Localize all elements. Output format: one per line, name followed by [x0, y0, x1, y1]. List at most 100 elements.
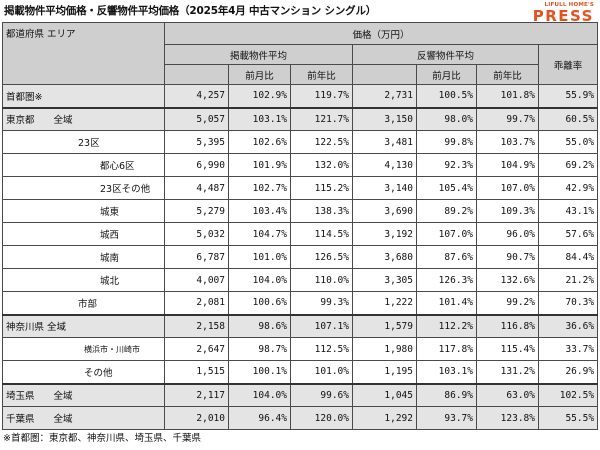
response-yoy: 132.6%: [476, 268, 539, 292]
divergence: 36.6%: [537, 313, 599, 338]
price-table: 都道府県 エリア 価格（万円） 掲載物件平均 反響物件平均 乖離率 前月比 前年…: [2, 22, 599, 430]
response-price: 1,292: [352, 406, 417, 430]
row-area: 横浜市・川崎市: [84, 344, 140, 354]
table-row: 神奈川県 全域 2,158 98.6% 107.1% 1,579 112.2% …: [2, 313, 599, 338]
response-mom: 112.2%: [416, 313, 477, 338]
listed-yoy: 112.5%: [290, 337, 353, 361]
response-mom: 103.1%: [416, 360, 477, 384]
listed-price: 4,487: [164, 176, 229, 200]
table-row: 城南 6,787 101.0% 126.5% 3,680 87.6% 90.7%…: [2, 245, 599, 269]
table-row: 千葉県 全域 2,010 96.4% 120.0% 1,292 93.7% 12…: [2, 406, 599, 430]
response-yoy: 123.8%: [476, 406, 539, 430]
response-yoy: 116.8%: [476, 313, 539, 338]
listed-yoy: 120.0%: [290, 406, 353, 430]
table-row: 城東 5,279 103.4% 138.3% 3,690 89.2% 109.3…: [2, 199, 599, 223]
header-response-yoy: 前年比: [476, 64, 539, 85]
divergence: 84.4%: [537, 245, 599, 269]
divergence: 69.2%: [537, 153, 599, 177]
table-row: 23区その他 4,487 102.7% 115.2% 3,140 105.4% …: [2, 176, 599, 200]
listed-price: 2,158: [164, 313, 229, 338]
header-price: 価格（万円）: [163, 22, 599, 45]
listed-mom: 104.0%: [228, 268, 291, 292]
listed-price: 1,515: [164, 360, 229, 384]
header-response-mom: 前月比: [416, 64, 477, 85]
response-yoy: 107.0%: [476, 176, 539, 200]
response-yoy: 104.9%: [476, 153, 539, 177]
listed-yoy: 99.3%: [290, 291, 353, 315]
response-mom: 117.8%: [416, 337, 477, 361]
row-area: 城北: [100, 276, 120, 287]
response-mom: 99.8%: [416, 130, 477, 154]
response-mom: 93.7%: [416, 406, 477, 430]
row-area: 都心6区: [100, 161, 135, 172]
divergence: 43.1%: [537, 199, 599, 223]
response-mom: 87.6%: [416, 245, 477, 269]
row-area: 23区: [78, 138, 100, 149]
response-mom: 86.9%: [416, 382, 477, 407]
response-mom: 89.2%: [416, 199, 477, 223]
response-price: 3,680: [352, 245, 417, 269]
row-area: 首都圏※: [2, 84, 165, 108]
listed-price: 4,257: [164, 84, 229, 108]
listed-price: 5,057: [164, 106, 229, 131]
listed-mom: 102.9%: [228, 84, 291, 108]
header-listed-mom: 前月比: [228, 64, 291, 85]
response-mom: 92.3%: [416, 153, 477, 177]
listed-yoy: 126.5%: [290, 245, 353, 269]
row-area: 23区その他: [100, 184, 151, 195]
listed-mom: 104.7%: [228, 222, 291, 246]
listed-mom: 103.1%: [228, 106, 291, 131]
header-listed-yoy: 前年比: [290, 64, 353, 85]
row-area: 城西: [100, 230, 120, 241]
listed-yoy: 115.2%: [290, 176, 353, 200]
page-title: 掲載物件平均価格・反響物件平均価格（2025年4月 中古マンション シングル）: [4, 5, 377, 17]
response-yoy: 103.7%: [476, 130, 539, 154]
response-mom: 126.3%: [416, 268, 477, 292]
row-area: 城南: [100, 253, 120, 264]
logo-text: PRESS: [532, 7, 594, 25]
listed-yoy: 121.7%: [290, 106, 353, 131]
response-mom: 98.0%: [416, 106, 477, 131]
listed-price: 4,007: [164, 268, 229, 292]
table-row: 埼玉県 全域 2,117 104.0% 99.6% 1,045 86.9% 63…: [2, 382, 599, 407]
listed-mom: 98.6%: [228, 313, 291, 338]
listed-mom: 102.7%: [228, 176, 291, 200]
response-price: 4,130: [352, 153, 417, 177]
listed-price: 5,279: [164, 199, 229, 223]
table-row: その他 1,515 100.1% 101.0% 1,195 103.1% 131…: [2, 360, 599, 384]
divergence: 55.9%: [537, 84, 599, 108]
response-yoy: 101.8%: [476, 84, 539, 108]
header-listed-price-blank: [164, 64, 229, 85]
divergence: 60.5%: [537, 106, 599, 131]
table-row: 23区 5,395 102.6% 122.5% 3,481 99.8% 103.…: [2, 130, 599, 154]
response-price: 3,690: [352, 199, 417, 223]
response-price: 3,150: [352, 106, 417, 131]
listed-yoy: 132.0%: [290, 153, 353, 177]
listed-yoy: 122.5%: [290, 130, 353, 154]
listed-yoy: 114.5%: [290, 222, 353, 246]
divergence: 26.9%: [537, 360, 599, 384]
response-yoy: 131.2%: [476, 360, 539, 384]
brand-logo: LIFULL HOME'S PRESS: [498, 2, 594, 24]
divergence: 55.0%: [537, 130, 599, 154]
listed-yoy: 101.0%: [290, 360, 353, 384]
table-row: 城北 4,007 104.0% 110.0% 3,305 126.3% 132.…: [2, 268, 599, 292]
listed-mom: 100.1%: [228, 360, 291, 384]
listed-price: 5,395: [164, 130, 229, 154]
row-area: 千葉県 全域: [2, 406, 165, 430]
row-area: 東京都 全域: [2, 106, 165, 131]
logo-subtext: LIFULL HOME'S: [544, 2, 594, 8]
row-area: 埼玉県 全域: [2, 382, 165, 407]
table-row: 横浜市・川崎市 2,647 98.7% 112.5% 1,980 117.8% …: [2, 337, 599, 361]
response-yoy: 96.0%: [476, 222, 539, 246]
row-area: 城東: [100, 207, 120, 218]
divergence: 57.6%: [537, 222, 599, 246]
divergence: 55.5%: [537, 406, 599, 430]
header-response: 反響物件平均: [352, 44, 539, 65]
listed-mom: 96.4%: [228, 406, 291, 430]
response-price: 3,481: [352, 130, 417, 154]
listed-price: 2,010: [164, 406, 229, 430]
table-row: 都心6区 6,990 101.9% 132.0% 4,130 92.3% 104…: [2, 153, 599, 177]
response-price: 3,140: [352, 176, 417, 200]
listed-mom: 103.4%: [228, 199, 291, 223]
